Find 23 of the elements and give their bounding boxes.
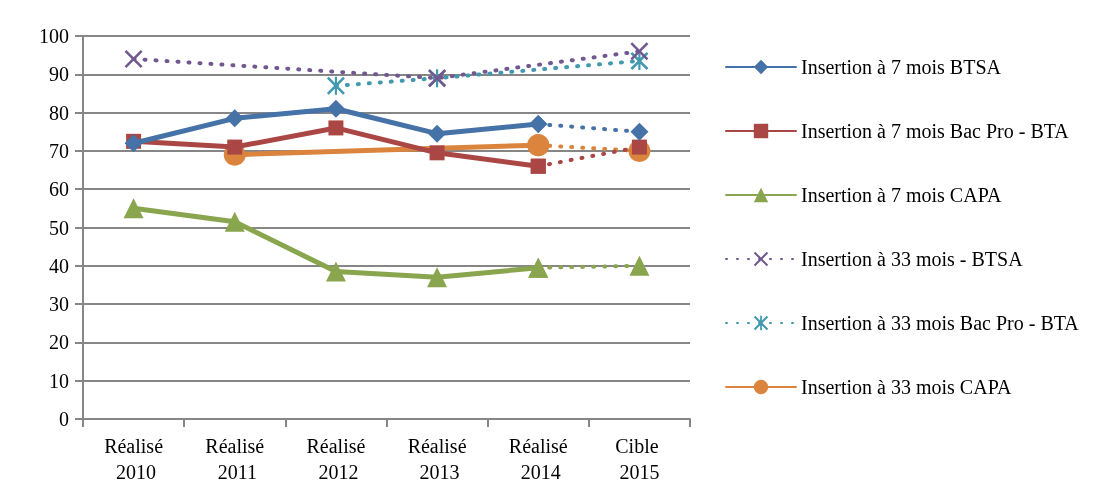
- y-tick-label: 50: [49, 216, 69, 239]
- y-tick-label: 70: [49, 139, 69, 162]
- legend-label: Insertion à 33 mois - BTSA: [801, 248, 1024, 270]
- legend-label: Insertion à 33 mois CAPA: [801, 376, 1012, 398]
- x-tick-label: Réalisé 2013: [407, 435, 467, 483]
- y-tick-label: 60: [49, 178, 69, 201]
- y-tick-label: 20: [49, 331, 69, 354]
- legend-label: Insertion à 7 mois BTSA: [801, 56, 1002, 78]
- y-tick-label: 40: [49, 254, 69, 277]
- y-tick-label: 30: [49, 293, 69, 316]
- y-tick-label: 90: [49, 63, 69, 86]
- legend-label: Insertion à 7 mois Bac Pro - BTA: [801, 120, 1070, 142]
- x-tick-label: Réalisé 2014: [508, 435, 568, 483]
- x-tick-label: Réalisé 2011: [205, 435, 265, 483]
- y-tick-label: 100: [39, 25, 69, 47]
- y-tick-label: 10: [49, 369, 69, 392]
- x-tick-label: Réalisé 2012: [306, 435, 366, 483]
- legend-label: Insertion à 33 mois Bac Pro - BTA: [801, 312, 1080, 334]
- x-tick-label: Réalisé 2010: [104, 435, 164, 483]
- legend-label: Insertion à 7 mois CAPA: [801, 184, 1002, 206]
- y-tick-label: 0: [59, 408, 69, 430]
- y-tick-label: 80: [49, 101, 69, 124]
- x-tick-label: Cible 2015: [615, 435, 664, 483]
